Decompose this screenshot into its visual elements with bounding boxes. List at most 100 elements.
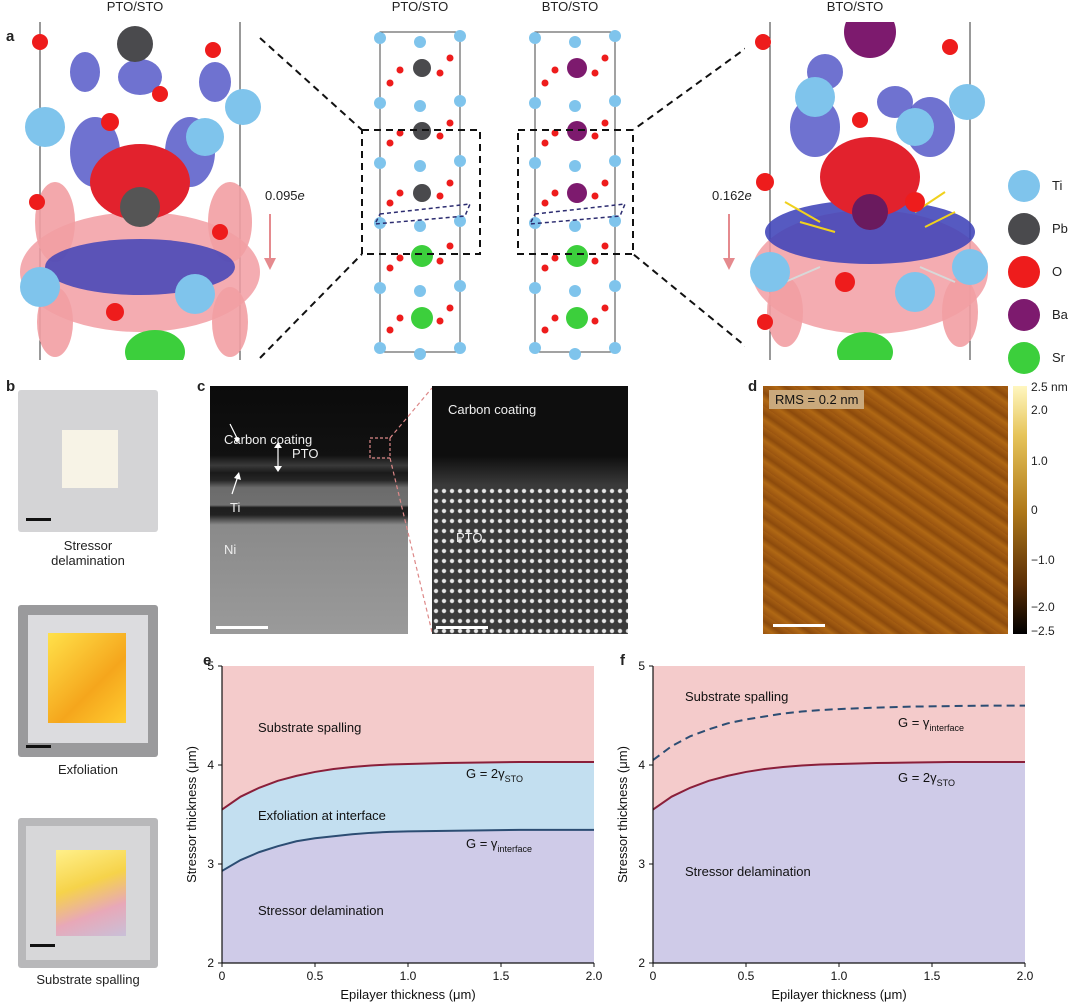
panel-a-title-mid-left: PTO/STO (391, 0, 449, 14)
legend-swatch-o (1008, 256, 1040, 288)
x-tick-label: 0 (650, 969, 657, 983)
scale-bar (773, 624, 825, 627)
curve-solid-1 (652, 761, 1025, 811)
legend-item-o: O (1008, 256, 1078, 290)
film-square (48, 633, 126, 723)
region-label: Substrate spalling (258, 720, 361, 735)
panel-a-title-right: BTO/STO (826, 0, 884, 14)
charge-unit-left: e (297, 188, 305, 203)
colorbar-tick-label: 1.0 (1031, 454, 1048, 468)
stem-atomic-image: Carbon coating PTO (432, 386, 628, 634)
label-ti: Ti (230, 500, 241, 515)
zoom-connector (389, 387, 433, 633)
y-tick-label: 3 (207, 857, 214, 871)
region-label: Substrate spalling (685, 689, 788, 704)
x-axis-label: Epilayer thickness (μm) (340, 987, 475, 1002)
scale-bar (30, 944, 55, 947)
y-tick-label: 2 (638, 956, 645, 970)
x-tick-label: 0.5 (738, 969, 755, 983)
y-tick-label: 5 (207, 659, 214, 673)
region-label: Stressor delamination (685, 864, 811, 879)
panel-a-title-left: PTO/STO (106, 0, 164, 14)
x-tick-label: 2.0 (1017, 969, 1034, 983)
arrow-down-left-icon (264, 214, 276, 270)
photo-substrate-spalling (18, 818, 158, 968)
label-ni: Ni (224, 542, 237, 557)
colorbar-tick-label: 2.5 nm (1031, 380, 1068, 394)
region-label: Stressor delamination (258, 903, 384, 918)
curve-solid-1 (221, 828, 594, 872)
bto-sto-charge-density-view (745, 22, 995, 360)
panel-e-label: e (203, 652, 212, 669)
afm-topography-image: RMS = 0.2 nm (763, 386, 1008, 634)
phase-diagram-e: 0 0.5 1.0 1.5 2.0 2 3 4 5 Epilayer thickness (μm)… (184, 659, 603, 1002)
x-tick-label: 0 (219, 969, 226, 983)
curve-solid-0 (221, 761, 594, 811)
curve-annotation: G = γinterface (898, 715, 964, 733)
x-tick-label: 2.0 (586, 969, 603, 983)
legend-item-ba: Ba (1008, 299, 1078, 333)
legend-item-sr: Sr (1008, 342, 1078, 376)
x-tick-label: 0.5 (307, 969, 324, 983)
label-carbon-coating: Carbon coating (224, 432, 313, 447)
legend-label-ba: Ba (1052, 307, 1068, 322)
pto-sto-crystal (361, 30, 481, 360)
bto-sto-crystal (517, 30, 634, 360)
y-tick-label: 4 (207, 758, 214, 772)
curve-annotation: G = γinterface (466, 836, 532, 854)
colorbar-tick-label: −2.5 (1031, 624, 1055, 638)
legend-swatch-sr (1008, 342, 1040, 374)
atomic-lattice (432, 486, 628, 634)
panel-b-label: b (6, 378, 16, 395)
x-tick-label: 1.0 (400, 969, 417, 983)
panel-a-label: a (6, 28, 15, 45)
scale-bar (26, 518, 51, 521)
scale-bar (436, 626, 488, 629)
legend-label-sr: Sr (1052, 350, 1065, 365)
photo-stressor-delamination (18, 390, 158, 532)
panel-f-label: f (620, 652, 625, 669)
legend-label-ti: Ti (1052, 178, 1063, 193)
label-pto: PTO (292, 446, 319, 461)
colorbar-tick-label: −2.0 (1031, 600, 1055, 614)
region-exfoliation (222, 762, 594, 871)
colorbar-tick-label: −1.0 (1031, 553, 1055, 567)
photo-exfoliation (18, 605, 158, 757)
charge-unit-right: e (744, 188, 752, 203)
legend-item-ti: Ti (1008, 170, 1078, 204)
curve-annotation: G = 2γSTO (898, 770, 955, 788)
afm-colorbar (1013, 386, 1027, 634)
charge-transfer-right: 0.162e (712, 188, 752, 203)
region-label: Exfoliation at interface (258, 808, 386, 823)
region-stressor-delamination (222, 829, 594, 963)
scale-bar (26, 745, 51, 748)
caption-substrate-spalling: Substrate spalling (36, 972, 140, 987)
film-square (62, 430, 118, 488)
charge-value-left: 0.095 (265, 188, 298, 203)
pto-sto-charge-density-view (15, 22, 265, 360)
rms-label: RMS = 0.2 nm (769, 390, 865, 409)
caption-stressor-delamination: Stressor delamination (51, 538, 125, 568)
x-axis-label: Epilayer thickness (μm) (771, 987, 906, 1002)
label-pto-zoom: PTO (456, 530, 483, 545)
legend-label-o: O (1052, 264, 1063, 279)
panel-a-title-mid-right: BTO/STO (541, 0, 599, 14)
label-carbon-coating-zoom: Carbon coating (448, 402, 537, 417)
film-square (56, 850, 126, 936)
x-tick-label: 1.5 (493, 969, 510, 983)
arrow-down-right-icon (723, 214, 735, 270)
tem-cross-section-image: Carbon coating PTO Ti Ni (210, 386, 408, 634)
panel-c-label: c (197, 378, 206, 395)
legend-label-pb: Pb (1052, 221, 1068, 236)
crystal-structure-views (259, 30, 761, 360)
y-tick-label: 3 (638, 857, 645, 871)
panel-d-label: d (748, 378, 758, 395)
colorbar-tick-label: 2.0 (1031, 403, 1048, 417)
x-tick-label: 1.5 (924, 969, 941, 983)
caption-exfoliation: Exfoliation (58, 762, 118, 777)
phase-diagram-f: 0 0.5 1.0 1.5 2.0 2 3 4 5 Epilayer thickness (μm)… (615, 659, 1034, 1002)
tem-annotations (216, 423, 391, 629)
legend-swatch-pb (1008, 213, 1040, 245)
curve-annotation: G = 2γSTO (466, 766, 523, 784)
y-tick-label: 5 (638, 659, 645, 673)
